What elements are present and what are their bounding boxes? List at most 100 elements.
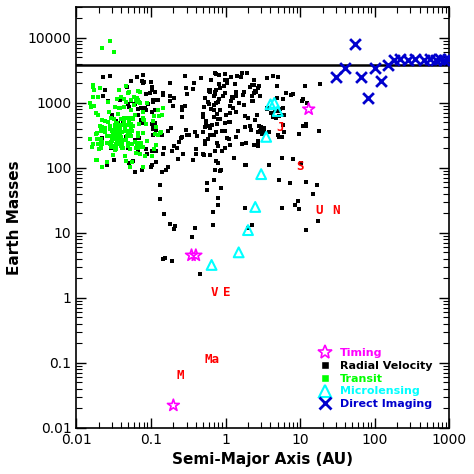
Point <box>210 101 218 109</box>
Point <box>174 155 182 163</box>
Point <box>110 115 118 122</box>
Point <box>124 129 132 137</box>
Point <box>149 97 156 104</box>
Point <box>221 127 229 135</box>
Point <box>231 80 239 87</box>
Point <box>277 106 284 113</box>
Point <box>280 128 287 136</box>
Point <box>235 100 242 107</box>
Point <box>127 145 134 153</box>
Point <box>159 104 167 111</box>
Point <box>142 104 149 111</box>
Point <box>144 137 151 145</box>
Point <box>103 139 110 147</box>
Point <box>148 109 156 116</box>
Point <box>223 80 231 87</box>
Point <box>167 124 174 132</box>
Point <box>157 128 164 136</box>
Point <box>234 127 242 135</box>
Point <box>118 141 126 149</box>
Point <box>113 128 121 135</box>
Point <box>104 118 112 126</box>
Point <box>250 141 257 148</box>
Point <box>171 94 178 101</box>
Point <box>114 136 122 144</box>
Point <box>251 203 259 211</box>
Point <box>181 72 189 80</box>
Point <box>202 119 210 127</box>
Point <box>141 116 148 124</box>
Point <box>92 130 100 138</box>
Point <box>299 95 307 102</box>
Point <box>207 124 214 132</box>
Point <box>129 157 137 165</box>
Point <box>131 138 139 146</box>
X-axis label: Semi-Major Axis (AU): Semi-Major Axis (AU) <box>173 452 353 467</box>
Point <box>272 115 280 122</box>
Point <box>128 140 136 148</box>
Point <box>263 133 270 141</box>
Point <box>204 122 211 130</box>
Point <box>210 113 217 120</box>
Point <box>250 81 258 89</box>
Point <box>239 91 246 99</box>
Point <box>301 82 309 90</box>
Point <box>217 167 224 174</box>
Point <box>226 109 234 117</box>
Point <box>112 119 119 127</box>
Point <box>305 105 312 113</box>
Point <box>132 144 140 152</box>
Point <box>114 125 121 133</box>
Point <box>113 126 120 133</box>
Point <box>143 106 150 114</box>
Point <box>271 99 278 107</box>
Point <box>124 145 131 152</box>
Text: Ma: Ma <box>204 354 219 366</box>
Point <box>108 114 115 121</box>
Point <box>99 135 106 142</box>
Point <box>200 151 207 159</box>
Point <box>248 92 256 100</box>
Point <box>110 156 118 164</box>
Point <box>108 139 115 147</box>
Point <box>152 97 160 104</box>
Point <box>232 134 240 141</box>
Point <box>199 150 206 157</box>
Point <box>171 225 178 233</box>
Point <box>89 82 96 89</box>
Point <box>207 77 215 84</box>
Point <box>278 133 285 141</box>
Point <box>133 96 140 104</box>
Point <box>221 145 229 152</box>
Point <box>121 126 129 134</box>
Point <box>118 144 126 151</box>
Point <box>96 123 104 130</box>
Point <box>151 120 159 128</box>
Point <box>213 110 220 118</box>
Point <box>103 133 111 140</box>
Point <box>143 146 150 153</box>
Point <box>241 123 249 131</box>
Point <box>112 118 120 125</box>
Point <box>97 136 105 143</box>
Point <box>168 257 176 265</box>
Point <box>181 102 189 109</box>
Point <box>128 158 136 165</box>
Point <box>134 96 141 103</box>
Point <box>212 128 219 136</box>
Point <box>106 37 113 45</box>
Point <box>100 73 107 81</box>
Point <box>283 90 290 97</box>
Point <box>247 126 255 134</box>
Point <box>205 86 212 93</box>
Point <box>275 112 283 120</box>
Point <box>298 159 305 167</box>
Point <box>130 101 138 109</box>
Point <box>92 109 100 117</box>
Point <box>110 128 118 136</box>
Point <box>162 166 170 174</box>
Point <box>212 70 220 77</box>
Point <box>111 103 119 111</box>
Point <box>124 139 132 146</box>
Point <box>149 122 157 130</box>
